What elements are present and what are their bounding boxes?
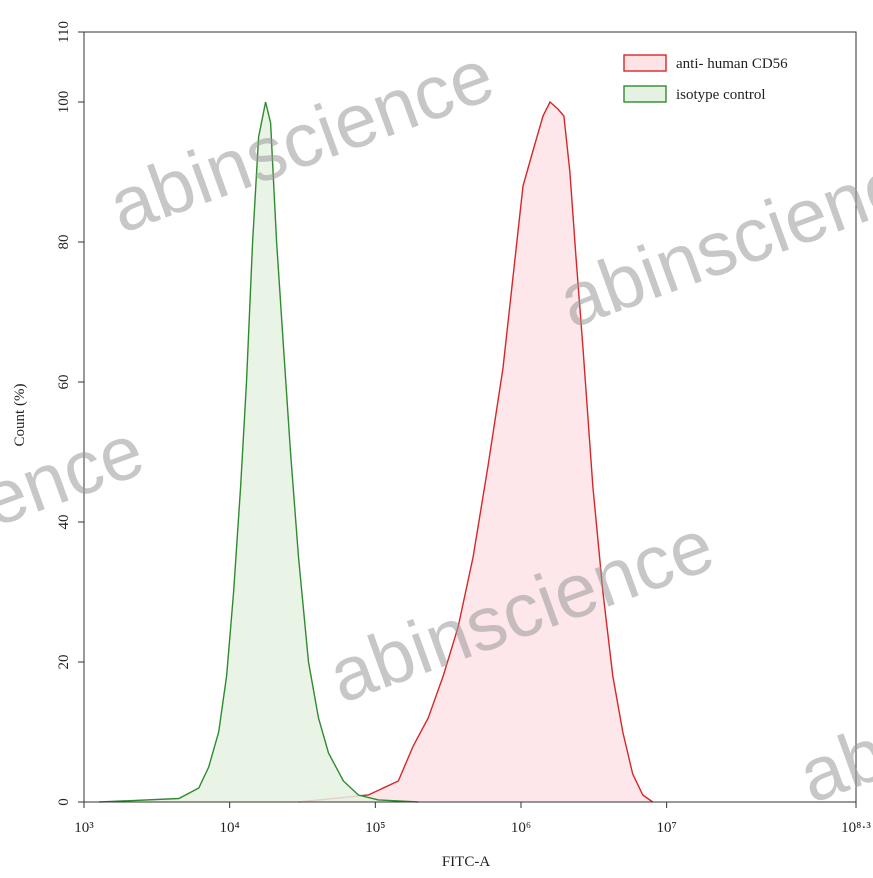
area [298,100,654,803]
y-tick-label: 100 [56,91,72,114]
plot-area [99,100,654,803]
x-tick-label: 10⁸·³ [841,820,871,836]
plot-frame [83,31,857,803]
watermark: abinscience [98,32,504,249]
legend-swatch [623,85,667,103]
y-tick-label: 0 [56,798,72,806]
y-tick-label: 80 [56,235,72,250]
y-tick-label: 110 [56,21,72,43]
x-tick-label: 10³ [74,820,94,836]
x-tick-label: 10⁵ [365,820,385,836]
y-tick-label: 40 [56,515,72,530]
x-tick-label: 10⁷ [657,820,677,836]
y-tick-label: 60 [56,375,72,390]
y-tick-label: 20 [56,655,72,670]
x-axis-label: FITC-A [442,854,491,870]
legend-label: anti- human CD56 [676,56,788,72]
area [99,101,419,803]
watermark: abinscience [788,602,873,819]
x-tick-label: 10⁶ [511,820,531,836]
x-tick-label: 10⁴ [220,820,240,836]
legend-label: isotype control [676,87,766,103]
watermark: abinscience [548,127,873,344]
y-axis-label: Count (%) [12,384,28,447]
legend-swatch [623,54,667,72]
